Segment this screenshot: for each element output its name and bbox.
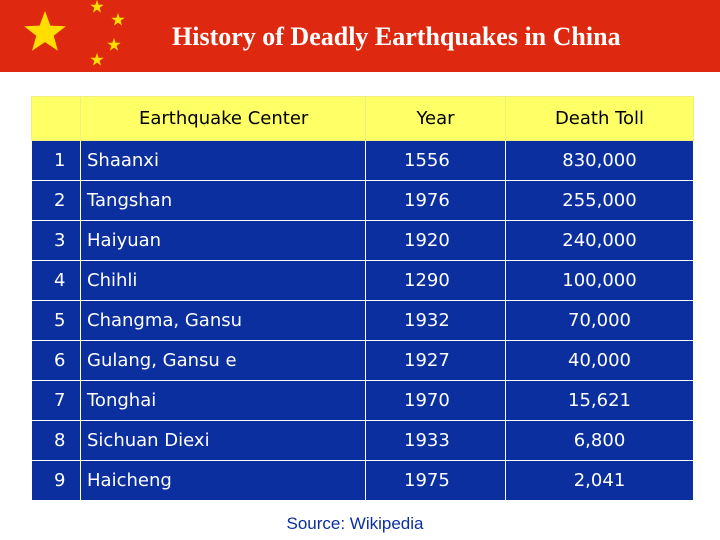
table-row: 2 Tangshan 1976 255,000 [31, 180, 694, 221]
death-toll: 100,000 [505, 260, 694, 301]
death-toll: 240,000 [505, 220, 694, 261]
row-number: 2 [31, 180, 81, 221]
title-banner: History of Deadly Earthquakes in China [0, 0, 720, 72]
row-number: 1 [31, 140, 81, 181]
row-number: 6 [31, 340, 81, 381]
death-toll: 255,000 [505, 180, 694, 221]
earthquake-center: Haiyuan [80, 220, 366, 261]
header-year: Year [365, 96, 506, 141]
row-number: 3 [31, 220, 81, 261]
death-toll: 15,621 [505, 380, 694, 421]
earthquake-center: Haicheng [80, 460, 366, 501]
year: 1920 [365, 220, 506, 261]
earthquake-center: Shaanxi [80, 140, 366, 181]
year: 1927 [365, 340, 506, 381]
year: 1933 [365, 420, 506, 461]
death-toll: 6,800 [505, 420, 694, 461]
row-number: 8 [31, 420, 81, 461]
earthquake-center: Tangshan [80, 180, 366, 221]
earthquake-center: Chihli [80, 260, 366, 301]
table-header-row: Earthquake Center Year Death Toll [31, 96, 694, 141]
row-number: 7 [31, 380, 81, 421]
earthquake-center: Changma, Gansu [80, 300, 366, 341]
earthquake-center: Sichuan Diexi [80, 420, 366, 461]
earthquake-center: Tonghai [80, 380, 366, 421]
row-number: 4 [31, 260, 81, 301]
table-row: 3 Haiyuan 1920 240,000 [31, 220, 694, 261]
page-title: History of Deadly Earthquakes in China [172, 22, 621, 51]
death-toll: 830,000 [505, 140, 694, 181]
header-number [31, 96, 81, 141]
earthquake-center: Gulang, Gansu e [80, 340, 366, 381]
earthquake-table: Earthquake Center Year Death Toll 1 Shaa… [31, 96, 694, 501]
table-row: 8 Sichuan Diexi 1933 6,800 [31, 420, 694, 461]
year: 1556 [365, 140, 506, 181]
table-row: 5 Changma, Gansu 1932 70,000 [31, 300, 694, 341]
death-toll: 2,041 [505, 460, 694, 501]
table-row: 1 Shaanxi 1556 830,000 [31, 140, 694, 181]
year: 1976 [365, 180, 506, 221]
year: 1290 [365, 260, 506, 301]
source-caption: Source: Wikipedia [286, 514, 424, 533]
table-row: 4 Chihli 1290 100,000 [31, 260, 694, 301]
death-toll: 70,000 [505, 300, 694, 341]
year: 1975 [365, 460, 506, 501]
table-row: 9 Haicheng 1975 2,041 [31, 460, 694, 501]
row-number: 9 [31, 460, 81, 501]
death-toll: 40,000 [505, 340, 694, 381]
year: 1970 [365, 380, 506, 421]
year: 1932 [365, 300, 506, 341]
table-row: 7 Tonghai 1970 15,621 [31, 380, 694, 421]
header-death-toll: Death Toll [505, 96, 694, 141]
table-row: 6 Gulang, Gansu e 1927 40,000 [31, 340, 694, 381]
header-earthquake-center: Earthquake Center [80, 96, 366, 141]
china-flag-icon [24, 0, 125, 66]
row-number: 5 [31, 300, 81, 341]
